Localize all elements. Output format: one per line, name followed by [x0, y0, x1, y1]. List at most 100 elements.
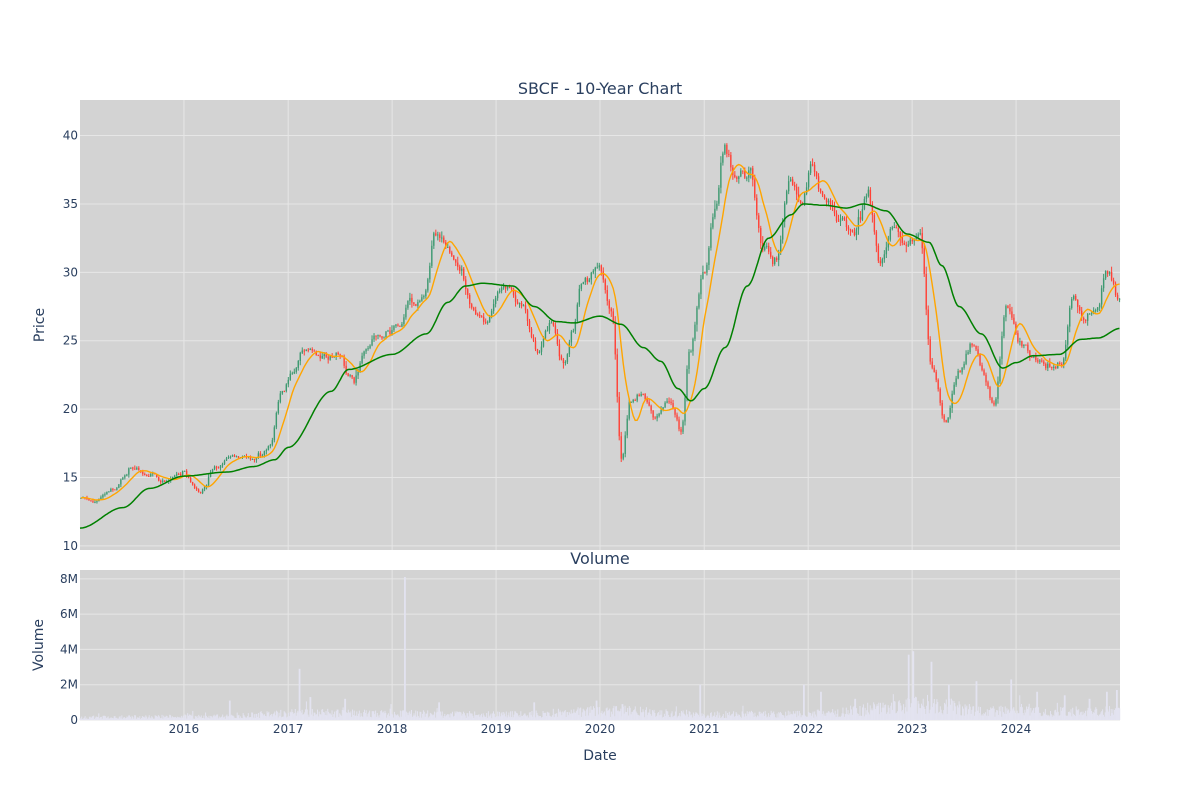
volume-bar — [677, 716, 679, 720]
candle-body — [1025, 344, 1027, 346]
volume-bar — [528, 712, 530, 720]
candle-body — [223, 460, 226, 464]
volume-bar — [886, 712, 888, 720]
volume-bar — [900, 705, 902, 720]
candlestick — [764, 243, 766, 252]
volume-bar — [991, 708, 993, 720]
volume-bar — [1085, 716, 1087, 720]
volume-bar — [935, 704, 937, 720]
candlestick — [162, 478, 164, 484]
volume-bar — [981, 714, 983, 720]
candlestick — [522, 304, 525, 307]
volume-bar — [851, 714, 853, 720]
volume-bar — [738, 714, 740, 720]
candlestick — [716, 200, 718, 211]
volume-bar — [545, 712, 547, 720]
candlestick — [572, 328, 575, 333]
volume-bar — [359, 716, 361, 720]
candlestick — [963, 361, 965, 370]
candle-body — [1061, 363, 1063, 366]
candle-body — [484, 321, 487, 323]
candlestick — [524, 301, 527, 314]
candle-body — [275, 412, 278, 428]
volume-bar — [200, 715, 202, 720]
volume-bar — [1067, 715, 1069, 720]
candle-body — [666, 401, 668, 403]
candle-body — [865, 196, 868, 199]
volume-bar — [240, 717, 242, 720]
volume-bar — [511, 711, 513, 720]
candlestick — [349, 374, 351, 378]
volume-bar — [98, 713, 100, 720]
candlestick — [987, 380, 989, 390]
candlestick — [381, 335, 383, 340]
volume-bar — [242, 713, 244, 720]
candlestick — [656, 413, 658, 422]
volume-bar — [575, 711, 577, 720]
volume-bar — [302, 714, 304, 720]
volume-bar — [132, 717, 134, 720]
volume-bar — [929, 709, 931, 720]
candlestick — [106, 491, 108, 495]
candle-body — [299, 352, 301, 361]
volume-bar — [559, 710, 561, 720]
volume-bar — [458, 711, 460, 720]
candlestick — [215, 465, 218, 471]
volume-bar — [263, 715, 265, 720]
volume-bar — [436, 708, 438, 720]
volume-bar — [226, 714, 228, 720]
candle-body — [560, 356, 563, 360]
volume-spike-bar — [1088, 698, 1091, 720]
candle-body — [760, 228, 762, 243]
candle-body — [1013, 317, 1015, 324]
volume-bar — [545, 716, 547, 720]
volume-bar — [448, 714, 450, 720]
volume-bar — [835, 716, 837, 720]
volume-bar — [498, 716, 500, 720]
volume-spike-bar — [912, 651, 915, 720]
volume-bar — [658, 715, 660, 720]
volume-bar — [853, 705, 855, 720]
candlestick — [160, 479, 162, 485]
volume-bar — [216, 714, 218, 720]
volume-bar — [739, 714, 741, 720]
candle-body — [811, 164, 814, 166]
candlestick — [329, 355, 331, 361]
candle-body — [889, 228, 892, 240]
volume-bar — [409, 711, 411, 720]
volume-bar — [781, 714, 783, 720]
candle-body — [465, 279, 467, 290]
candlestick — [941, 400, 943, 419]
volume-bar — [86, 717, 88, 720]
volume-bar — [176, 716, 178, 720]
volume-bar — [708, 715, 710, 720]
candlestick — [967, 349, 969, 355]
volume-bar — [771, 713, 773, 720]
volume-bar — [934, 713, 936, 720]
volume-bar — [639, 715, 641, 720]
candle-body — [935, 371, 937, 380]
candle-body — [425, 290, 427, 297]
volume-bar — [1025, 712, 1027, 720]
candle-body — [698, 294, 700, 308]
candle-body — [532, 336, 535, 341]
candlestick — [690, 349, 692, 353]
volume-bar — [899, 703, 901, 720]
volume-bar — [846, 714, 848, 720]
volume-bar — [902, 709, 904, 720]
candle-body — [636, 394, 638, 401]
volume-bar — [164, 717, 166, 720]
candle-body — [132, 467, 134, 469]
volume-bar — [275, 710, 277, 720]
candle-body — [80, 497, 82, 499]
volume-bar — [1084, 712, 1086, 720]
candlestick — [407, 300, 409, 310]
volume-bar — [828, 711, 830, 720]
candlestick — [616, 348, 618, 403]
volume-bar — [244, 716, 246, 720]
volume-bar — [811, 713, 813, 720]
candle-body — [885, 247, 888, 255]
volume-bar — [859, 706, 861, 720]
volume-bar — [879, 714, 881, 720]
candle-body — [1009, 308, 1011, 312]
